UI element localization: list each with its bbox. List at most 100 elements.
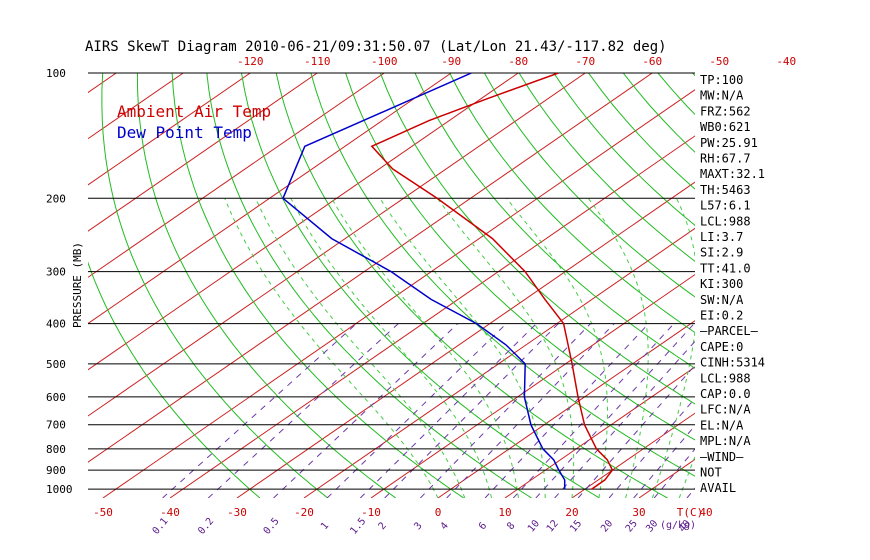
bottom-temp-tick-label: 40 (699, 506, 712, 519)
pressure-tick-label: 900 (46, 464, 66, 477)
stat-line: CINH:5314 (700, 356, 765, 370)
dry-adiabat (171, 73, 464, 498)
moist-adiabat (331, 198, 519, 498)
mixing-ratio-line (384, 323, 559, 498)
x-axis-label: T(C) (677, 506, 704, 519)
pressure-tick-label: 1000 (46, 483, 73, 496)
isotherm-line (504, 366, 695, 498)
moist-adiabat (587, 198, 649, 498)
mixing-ratio-line (326, 323, 507, 498)
bottom-temp-tick-label: 30 (632, 506, 645, 519)
stat-line: LFC:N/A (700, 403, 751, 417)
dry-adiabat (310, 73, 695, 477)
isotherm-line (88, 73, 653, 463)
bottom-temp-tick-label: -30 (227, 506, 247, 519)
stat-line: RH:67.7 (700, 152, 751, 166)
background-lines (88, 73, 695, 498)
stat-line: CAPE:0 (700, 340, 743, 354)
dry-adiabat (449, 73, 695, 334)
stat-line: —WIND— (700, 450, 744, 464)
mixing-ratio-line (162, 323, 357, 498)
bottom-temp-tick-label: 0 (435, 506, 442, 519)
stat-line: TH:5463 (700, 183, 751, 197)
mixing-ratio-tick-label: 4 (439, 521, 451, 533)
stat-line: MPL:N/A (700, 434, 751, 448)
bottom-temp-tick-label: -50 (93, 506, 113, 519)
pressure-tick-label: 800 (46, 443, 66, 456)
dry-adiabat (136, 73, 396, 498)
pressure-tick-label: 500 (46, 358, 66, 371)
stat-line: TP:100 (700, 73, 743, 87)
isotherm-line (88, 73, 519, 371)
dry-adiabat (414, 73, 695, 369)
mixing-ratio-line (446, 323, 615, 498)
stat-line: FRZ:562 (700, 104, 751, 118)
stat-line: PW:25.91 (700, 136, 758, 150)
ambient-air-temp-profile (370, 73, 614, 490)
stat-line: MW:N/A (700, 89, 744, 103)
stat-line: —PARCEL— (700, 324, 759, 338)
stat-line: L57:6.1 (700, 199, 751, 213)
moist-adiabat (651, 198, 695, 498)
isotherm-line (88, 73, 318, 232)
dry-adiabat (206, 73, 532, 498)
pressure-tick-label: 600 (46, 391, 66, 404)
stat-line: AVAIL (700, 481, 736, 495)
mixing-ratio-line (554, 340, 695, 498)
top-temp-tick-label: -50 (709, 55, 729, 68)
top-temp-tick-label: -80 (508, 55, 528, 68)
chart-title: AIRS SkewT Diagram 2010-06-21/09:31:50.0… (85, 39, 667, 55)
dry-adiabat (101, 73, 329, 498)
pressure-tick-label: 300 (46, 266, 66, 279)
stat-line: MAXT:32.1 (700, 167, 765, 181)
stat-line: EI:0.2 (700, 309, 743, 323)
stat-line: SW:N/A (700, 293, 744, 307)
bottom-temp-tick-label: -10 (361, 506, 381, 519)
isotherm-line (88, 73, 251, 186)
moist-adiabat (506, 197, 608, 498)
bottom-temp-tick-label: -20 (294, 506, 314, 519)
bottom-temp-tick-label: 20 (565, 506, 578, 519)
moist-adiabat (379, 198, 546, 498)
dry-adiabat (241, 73, 600, 498)
legend-ambient-air-temp: Ambient Air Temp (117, 102, 271, 121)
stat-line: TT:41.0 (700, 261, 751, 275)
isotherm-line (236, 181, 695, 498)
isotherm-line (88, 73, 385, 278)
top-temp-tick-label: -40 (776, 55, 796, 68)
mixing-ratio-tick-label: 3 (412, 521, 424, 533)
top-temp-tick-label: -70 (575, 55, 595, 68)
dry-adiabat (483, 73, 695, 298)
mixing-ratio-line (359, 323, 537, 498)
mixing-ratio-tick-label: 8 (505, 521, 517, 533)
moist-adiabat (290, 198, 493, 498)
top-temp-tick-label: -120 (237, 55, 264, 68)
pressure-tick-label: 700 (46, 419, 66, 432)
dry-adiabat (518, 73, 695, 262)
isotherm-line (88, 73, 586, 417)
mixing-ratio-line (512, 323, 675, 498)
stat-line: SI:2.9 (700, 246, 743, 260)
isotherm-line (88, 73, 452, 325)
stat-line: LCL:988 (700, 371, 751, 385)
pressure-tick-label: 200 (46, 192, 66, 205)
mixing-ratio-tick-label: 6 (477, 521, 489, 533)
stat-line: LCL:988 (700, 214, 751, 228)
mixing-ratio-line (420, 323, 591, 498)
bottom-temp-tick-label: -40 (160, 506, 180, 519)
stat-line: NOT (700, 466, 722, 480)
mixing-ratio-tick-label: 2 (377, 521, 389, 533)
isotherm-line (169, 135, 695, 498)
top-temp-tick-label: -100 (371, 55, 398, 68)
isotherm-line (303, 227, 695, 498)
bottom-temp-tick-label: 10 (498, 506, 511, 519)
pressure-tick-label: 100 (46, 67, 66, 80)
top-temp-tick-label: -110 (304, 55, 331, 68)
pressure-tick-label: 400 (46, 318, 66, 331)
mixing-ratio-line (484, 323, 650, 498)
mixing-ratio-line (653, 448, 695, 498)
mixing-ratio-line (535, 323, 695, 498)
